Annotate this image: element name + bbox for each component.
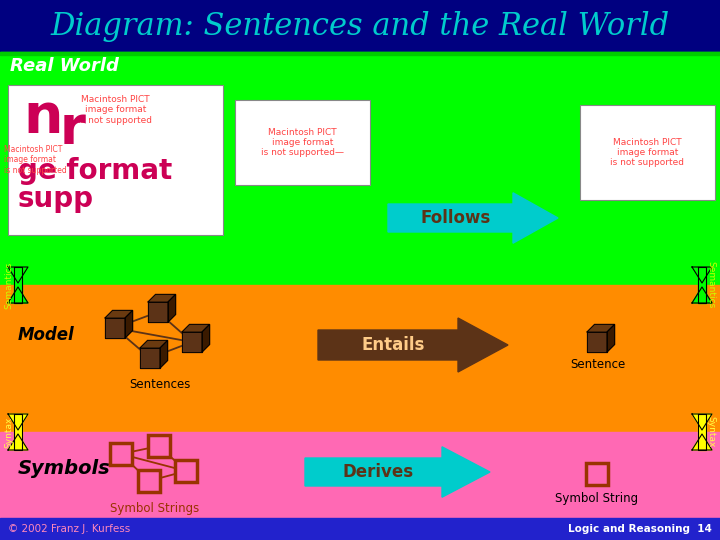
Bar: [235, 100, 370, 185]
Text: Macintosh PICT
image format
is not supported: Macintosh PICT image format is not suppo…: [78, 95, 153, 125]
Polygon shape: [148, 302, 168, 322]
Bar: [0, 52, 720, 55]
Text: Macintosh PICT
image format
is not supported—: Macintosh PICT image format is not suppo…: [261, 127, 344, 157]
Polygon shape: [8, 267, 28, 283]
Polygon shape: [692, 434, 712, 450]
Polygon shape: [587, 325, 615, 332]
Bar: [8, 85, 223, 235]
Text: Logic and Reasoning  14: Logic and Reasoning 14: [568, 524, 712, 534]
Polygon shape: [125, 310, 132, 338]
Text: Semantics: Semantics: [4, 261, 14, 309]
Polygon shape: [698, 267, 706, 303]
Text: Entails: Entails: [361, 336, 425, 354]
Polygon shape: [182, 325, 210, 332]
Text: Symbols: Symbols: [18, 458, 111, 477]
Text: Macintosh PICT
image format
is not supported: Macintosh PICT image format is not suppo…: [611, 138, 685, 167]
Text: Follows: Follows: [420, 209, 490, 227]
Polygon shape: [692, 267, 712, 283]
Polygon shape: [140, 340, 168, 348]
Text: ge format: ge format: [18, 157, 172, 185]
Text: Syntax: Syntax: [4, 416, 14, 448]
Polygon shape: [587, 332, 607, 352]
Text: Sentences: Sentences: [130, 378, 191, 391]
Polygon shape: [160, 340, 168, 368]
Polygon shape: [105, 310, 132, 318]
Polygon shape: [14, 414, 22, 450]
Bar: [0, 0, 720, 52]
Text: Model: Model: [18, 326, 75, 344]
Polygon shape: [607, 325, 615, 352]
Polygon shape: [692, 414, 712, 430]
Bar: [580, 105, 715, 200]
Text: Derives: Derives: [343, 463, 414, 481]
Text: © 2002 Franz J. Kurfess: © 2002 Franz J. Kurfess: [8, 524, 130, 534]
Polygon shape: [692, 287, 712, 303]
Polygon shape: [8, 434, 28, 450]
Polygon shape: [105, 318, 125, 338]
Text: Macintosh PICT
image format
is not supported: Macintosh PICT image format is not suppo…: [4, 145, 67, 175]
Text: r: r: [60, 103, 86, 155]
Polygon shape: [168, 294, 176, 322]
Bar: [148, 435, 170, 457]
Polygon shape: [148, 294, 176, 302]
Polygon shape: [14, 267, 22, 303]
Text: Semantics: Semantics: [706, 261, 716, 309]
Bar: [586, 463, 608, 485]
Bar: [0, 518, 720, 540]
Polygon shape: [182, 332, 202, 352]
Polygon shape: [202, 325, 210, 352]
Text: Real World: Real World: [10, 57, 119, 75]
Text: Symbol Strings: Symbol Strings: [110, 502, 199, 515]
Bar: [110, 443, 132, 465]
Bar: [0, 432, 720, 518]
Bar: [0, 285, 720, 432]
Text: Syntax: Syntax: [706, 416, 716, 448]
Text: Sentence: Sentence: [570, 358, 626, 371]
Bar: [0, 52, 720, 285]
Text: supp: supp: [18, 185, 94, 213]
Polygon shape: [388, 193, 558, 243]
Text: n: n: [23, 91, 63, 145]
Polygon shape: [698, 414, 706, 450]
Bar: [175, 460, 197, 482]
Polygon shape: [305, 447, 490, 497]
Polygon shape: [8, 287, 28, 303]
Text: Diagram: Sentences and the Real World: Diagram: Sentences and the Real World: [50, 10, 670, 42]
Polygon shape: [8, 414, 28, 430]
Polygon shape: [140, 348, 160, 368]
Polygon shape: [318, 318, 508, 372]
Bar: [138, 470, 160, 492]
Text: Symbol String: Symbol String: [555, 492, 639, 505]
